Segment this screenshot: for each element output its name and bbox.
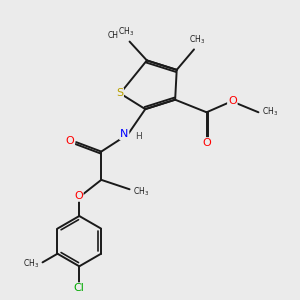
- Text: S: S: [116, 88, 123, 98]
- Text: N: N: [120, 129, 128, 139]
- Text: CH$_3$: CH$_3$: [133, 186, 149, 198]
- Text: CH₃: CH₃: [108, 32, 122, 40]
- Text: CH$_3$: CH$_3$: [22, 258, 39, 270]
- Text: O: O: [202, 138, 211, 148]
- Text: CH$_3$: CH$_3$: [118, 26, 134, 38]
- Text: CH$_3$: CH$_3$: [262, 105, 278, 118]
- Text: Cl: Cl: [74, 283, 85, 293]
- Text: H: H: [135, 132, 142, 141]
- Text: O: O: [74, 191, 83, 201]
- Text: CH$_3$: CH$_3$: [189, 34, 205, 46]
- Text: O: O: [65, 136, 74, 146]
- Text: O: O: [228, 96, 237, 106]
